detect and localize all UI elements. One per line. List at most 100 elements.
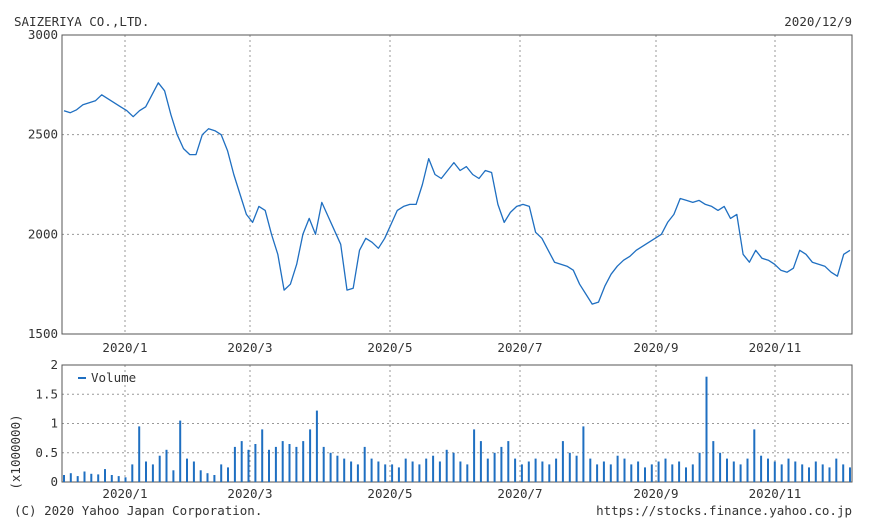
volume-bar: [678, 461, 681, 482]
volume-bar: [808, 467, 810, 482]
volume-bar: [630, 464, 633, 482]
price-line: [63, 82, 851, 305]
volume-bar: [110, 475, 113, 482]
price-chart: 3000 2500 2000 1500 2020/1 2020/3 2020/5 2020/7…: [28, 27, 853, 355]
volume-bar: [616, 455, 619, 482]
volume-bar: [500, 446, 503, 482]
volume-bar: [527, 461, 530, 482]
volume-bar: [739, 464, 742, 482]
volume-bar: [644, 467, 646, 482]
volume-bar: [76, 476, 79, 482]
volume-bar: [404, 458, 407, 482]
volume-bar: [309, 429, 312, 482]
volume-bar: [459, 461, 462, 482]
volume-bar: [548, 464, 551, 482]
volume-bar: [814, 461, 817, 482]
volume-bar: [329, 452, 332, 483]
volume-bar: [575, 455, 578, 482]
y-tick-label: 2500: [28, 127, 58, 142]
y-tick-label: 0.5: [35, 445, 58, 460]
volume-bar: [568, 452, 571, 483]
volume-bar: [240, 441, 243, 482]
volume-bar: [186, 458, 188, 482]
company-title: SAIZERIYA CO.,LTD.: [14, 14, 150, 29]
volume-bar: [534, 458, 537, 482]
y-tick-label: 1.5: [35, 386, 58, 401]
volume-bar: [165, 449, 168, 482]
x-tick-label: 2020/1: [102, 486, 147, 501]
volume-bar: [145, 461, 147, 482]
volume-bar: [514, 458, 517, 482]
volume-bar: [609, 464, 612, 482]
volume-bar: [172, 470, 175, 482]
volume-bar: [124, 477, 127, 482]
volume-bar: [199, 470, 202, 482]
volume-bar: [664, 458, 667, 482]
volume-bar: [261, 429, 264, 482]
volume-bar: [432, 455, 435, 482]
volume-bar: [479, 441, 482, 482]
x-tick-label: 2020/1: [102, 340, 147, 355]
volume-bar: [452, 452, 455, 483]
volume-bar: [281, 441, 284, 482]
volume-bar: [589, 458, 592, 482]
volume-bar: [473, 429, 476, 482]
x-tick-label: 2020/9: [633, 486, 678, 501]
volume-bar: [760, 455, 763, 482]
volume-bar: [104, 469, 106, 482]
volume-bar: [732, 461, 735, 482]
volume-bar: [691, 464, 694, 482]
volume-bar: [295, 446, 298, 482]
y-tick-label: 3000: [28, 27, 58, 42]
legend-label: Volume: [91, 370, 136, 385]
volume-bar: [719, 452, 722, 483]
volume-bar: [288, 444, 291, 482]
volume-bar: [254, 444, 257, 482]
volume-bar: [650, 464, 653, 482]
volume-bar: [445, 449, 448, 482]
volume-bar: [322, 446, 325, 482]
volume-bar: [582, 426, 585, 482]
volume-bar: [90, 473, 93, 482]
volume-bar: [397, 467, 400, 482]
volume-bar: [835, 458, 838, 482]
volume-bar: [705, 376, 708, 482]
volume-bar: [657, 461, 660, 482]
volume-bar: [356, 464, 359, 482]
plot-frame: [61, 34, 853, 335]
volume-bar: [343, 458, 346, 482]
volume-bar: [821, 464, 824, 482]
volume-bar: [767, 458, 769, 482]
volume-bar: [842, 464, 845, 482]
volume-bar: [726, 458, 728, 482]
volume-bar: [780, 464, 783, 482]
volume-bar: [637, 461, 640, 482]
volume-bar: [507, 441, 510, 482]
volume-bar: [336, 455, 339, 482]
volume-bar: [384, 464, 387, 482]
x-tick-label: 2020/5: [367, 486, 412, 501]
volume-bar: [220, 464, 223, 482]
volume-bar: [138, 426, 141, 482]
volume-bar: [787, 458, 790, 482]
source-url: https://stocks.finance.yahoo.co.jp: [596, 503, 852, 518]
volume-bar: [520, 464, 523, 482]
volume-bar: [97, 474, 100, 482]
volume-bar: [69, 473, 72, 482]
volume-bar: [302, 441, 305, 482]
volume-bar: [561, 441, 564, 482]
volume-bar: [179, 420, 182, 482]
volume-bar: [315, 410, 318, 482]
volume-bar: [268, 449, 270, 482]
y-tick-label: 2: [50, 357, 58, 372]
volume-bar: [671, 464, 674, 482]
volume-chart: 2 1.5 1 0.5 0 2020/1 2020/3 2020/5 2020/7 2020/9 2…: [8, 357, 853, 501]
volume-bar: [623, 458, 626, 482]
volume-bar: [206, 473, 209, 482]
volume-bar: [555, 458, 558, 482]
volume-bar: [63, 475, 65, 482]
x-tick-label: 2020/11: [749, 486, 802, 501]
volume-bar: [131, 464, 134, 482]
volume-bar: [377, 461, 380, 482]
